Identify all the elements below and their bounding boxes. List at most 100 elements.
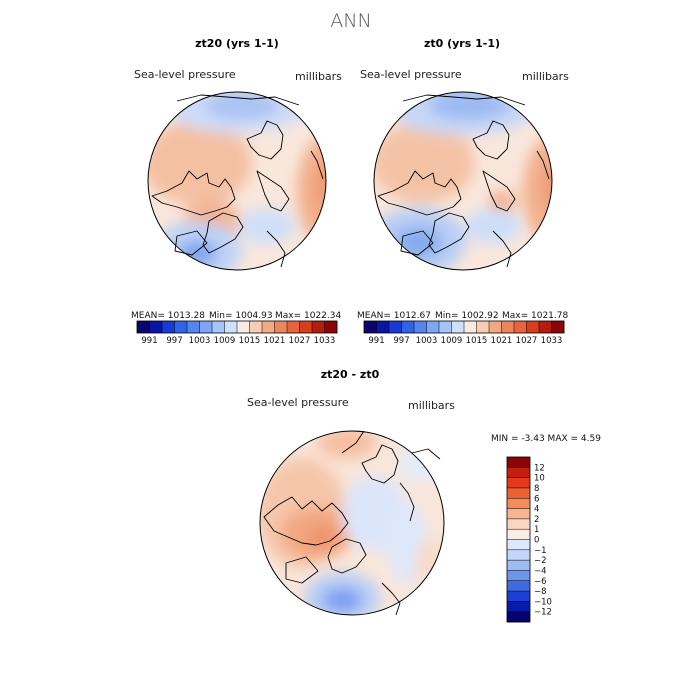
colorbar-tick-label: 1021 [264, 336, 286, 346]
colorbar-tick-label: 4 [534, 505, 539, 515]
colorbar-swatch [162, 321, 175, 333]
colorbar-swatch [507, 518, 530, 530]
colorbar-swatch [187, 321, 200, 333]
colorbar-swatch [364, 321, 377, 333]
colorbar-tick-label: 1033 [314, 336, 336, 346]
colorbar-tick-label: −12 [534, 608, 552, 618]
colorbar-swatch [507, 457, 530, 468]
colorbar-swatch [507, 591, 530, 602]
colorbar-swatch [414, 321, 427, 333]
colorbar-tick-label: 1003 [189, 336, 211, 346]
stat-mean: MEAN= 1012.67 [357, 311, 431, 321]
polar-map [259, 430, 445, 616]
colorbar-swatch [514, 321, 527, 333]
colorbar-tick-label: 1009 [214, 336, 236, 346]
polar-map [147, 91, 327, 271]
colorbar-swatch [507, 560, 530, 571]
colorbar-swatch [199, 321, 213, 333]
colorbar-tick-label: 1027 [289, 336, 311, 346]
colorbar-swatch [551, 321, 565, 333]
colorbar-tick-label: 997 [166, 336, 182, 346]
colorbar-tick-label: −8 [534, 587, 547, 597]
colorbar-tick-label: 1 [534, 525, 539, 535]
colorbar-tick-label: 1015 [466, 336, 488, 346]
colorbar-tick-label: 6 [534, 494, 539, 504]
colorbar-swatch [324, 321, 338, 333]
colorbar-tick-label: 991 [368, 336, 384, 346]
colorbar-swatch [507, 580, 530, 592]
colorbar-swatch [464, 321, 477, 333]
colorbar-swatch [526, 321, 540, 333]
stat-max: Max= 1021.78 [502, 311, 568, 321]
colorbar-swatch [507, 529, 530, 540]
colorbar-swatch [476, 321, 490, 333]
colorbar-swatch [401, 321, 415, 333]
panel-title: zt0 (yrs 1-1) [424, 37, 500, 50]
colorbar-tick-label: 997 [393, 336, 409, 346]
colorbar-swatch [299, 321, 313, 333]
colorbar-swatch [426, 321, 440, 333]
colorbar-tick-label: −2 [534, 556, 547, 566]
colorbar-tick-label: 8 [534, 484, 539, 494]
colorbar-tick-label: 991 [141, 336, 157, 346]
colorbar-swatch [249, 321, 263, 333]
colorbar-swatch [389, 321, 402, 333]
colorbar: 991 997 1003 1009 1015 1021 1027 1033 [363, 320, 565, 346]
colorbar-swatch [174, 321, 188, 333]
colorbar-swatch [224, 321, 238, 333]
colorbar-tick-label: 12 [534, 463, 545, 473]
panel-title: zt20 - zt0 [321, 368, 380, 381]
colorbar-tick-label: −6 [534, 577, 547, 587]
stat-min: Min= 1004.93 [209, 311, 273, 321]
colorbar-swatch [212, 321, 225, 333]
colorbar-swatch [489, 321, 502, 333]
colorbar-swatch [507, 570, 530, 582]
colorbar-swatch [507, 549, 530, 561]
colorbar-swatch [507, 508, 530, 520]
colorbar-tick-label: 2 [534, 515, 539, 525]
stat-min: Min= 1002.92 [435, 311, 499, 321]
colorbar-swatch [237, 321, 250, 333]
colorbar-tick-label: 1003 [416, 336, 438, 346]
colorbar-swatch [507, 498, 530, 509]
colorbar-tick-label: −10 [534, 597, 552, 607]
stat-minmax: MIN = -3.43 MAX = 4.59 [491, 434, 601, 444]
colorbar-swatch [501, 321, 515, 333]
variable-label: Sea-level pressure [134, 68, 236, 81]
units-label: millibars [522, 70, 569, 83]
colorbar-tick-label: 0 [534, 536, 539, 546]
figure-title: ANN [330, 10, 371, 32]
colorbar-swatch [312, 321, 325, 333]
colorbar-swatch [507, 487, 530, 499]
colorbar-swatch [507, 467, 530, 478]
colorbar-tick-label: 10 [534, 474, 545, 484]
colorbar: 991 997 1003 1009 1015 1021 1027 1033 [136, 320, 338, 346]
colorbar-swatch [539, 321, 552, 333]
colorbar-swatch [507, 611, 530, 623]
colorbar-swatch [507, 539, 530, 551]
panel-title: zt20 (yrs 1-1) [195, 37, 279, 50]
colorbar-swatch [507, 601, 530, 612]
panel-zt20: zt20 (yrs 1-1) Sea-level pressure millib… [131, 37, 342, 346]
polar-map [373, 91, 553, 271]
colorbar-swatch [149, 321, 163, 333]
colorbar-tick-label: 1027 [516, 336, 538, 346]
panel-difference: zt20 - zt0 Sea-level pressure millibars … [247, 368, 601, 623]
colorbar-swatch [507, 477, 530, 489]
colorbar-tick-label: −4 [534, 566, 547, 576]
colorbar-tick-label: 1021 [491, 336, 513, 346]
colorbar-swatch [376, 321, 390, 333]
colorbar-swatch [262, 321, 275, 333]
stat-max: Max= 1022.34 [275, 311, 341, 321]
colorbar-swatch [451, 321, 465, 333]
colorbar-tick-label: 1009 [441, 336, 463, 346]
colorbar-swatch [137, 321, 150, 333]
variable-label: Sea-level pressure [247, 396, 349, 409]
colorbar-swatch [274, 321, 288, 333]
variable-label: Sea-level pressure [360, 68, 462, 81]
colorbar-tick-label: 1033 [541, 336, 563, 346]
units-label: millibars [408, 399, 455, 412]
colorbar-tick-label: −1 [534, 546, 547, 556]
